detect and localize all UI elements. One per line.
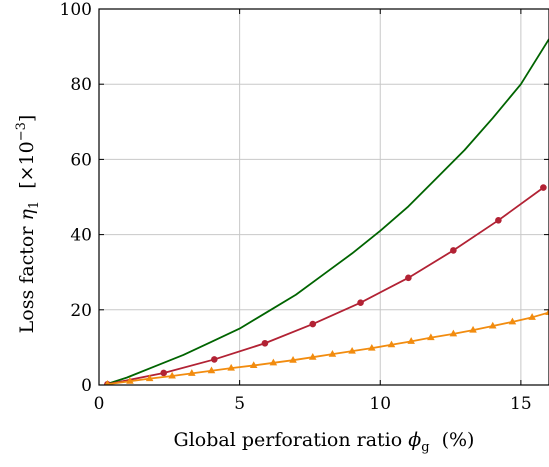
data-point [188, 369, 196, 376]
data-point [269, 358, 278, 366]
data-point [289, 355, 297, 363]
data-point [104, 380, 111, 385]
grid [99, 9, 549, 385]
data-point [249, 361, 258, 368]
data-point [508, 317, 517, 325]
series-layer [104, 38, 549, 385]
y-axis-label-scale: [×10 [16, 141, 38, 189]
data-point [545, 308, 549, 315]
series-line [107, 311, 549, 385]
plot-frame [98, 8, 549, 386]
data-point [145, 374, 154, 382]
series-1 [104, 184, 547, 385]
x-axis-label-symbol: ϕ [408, 429, 421, 451]
ticks: 0 5 10 15 0 20 40 60 80 100 [60, 0, 549, 414]
data-point [407, 337, 415, 344]
data-point [488, 321, 497, 329]
series-line [107, 186, 544, 385]
y-axis-label-symbol: η [16, 209, 38, 221]
y-axis-label-text: Loss factor [16, 226, 38, 334]
x-axis-label-text: Global perforation ratio [174, 429, 403, 451]
y-tick-label: 20 [70, 301, 92, 321]
data-point [528, 313, 536, 320]
data-point [450, 247, 457, 254]
y-axis-label-scale-exp: −3 [14, 122, 29, 141]
y-tick-label: 0 [81, 376, 92, 396]
y-axis-label-scale-close: ] [16, 115, 38, 122]
data-point [309, 320, 317, 328]
series-0 [107, 38, 549, 385]
data-point [348, 346, 356, 354]
data-point [449, 329, 458, 337]
x-axis-label: Global perforation ratio ϕg (%) [174, 429, 475, 456]
x-axis-label-unit: (%) [442, 429, 475, 451]
y-tick-label: 80 [70, 75, 92, 95]
data-point [387, 340, 396, 348]
y-tick-label: 100 [60, 0, 92, 20]
data-point [126, 377, 134, 384]
data-point [427, 333, 435, 341]
series-2 [104, 308, 549, 385]
data-point [495, 217, 502, 224]
data-point [168, 371, 176, 379]
data-point [469, 325, 477, 333]
data-point [308, 352, 317, 360]
data-point [227, 363, 235, 371]
y-axis-label-subscript: 1 [27, 201, 42, 209]
x-tick-label: 0 [94, 394, 105, 414]
data-point [357, 299, 364, 306]
data-point [368, 343, 376, 351]
x-tick-label: 5 [234, 394, 245, 414]
data-point [211, 356, 218, 363]
y-tick-label: 60 [70, 150, 92, 170]
data-point [328, 349, 337, 357]
x-tick-label: 15 [510, 394, 532, 414]
series-line [107, 38, 549, 385]
data-point [160, 369, 167, 377]
data-point [207, 366, 216, 374]
data-point [405, 274, 412, 282]
data-point [261, 339, 269, 347]
data-point [540, 184, 547, 191]
x-axis-label-subscript: g [421, 440, 429, 455]
y-tick-label: 40 [70, 226, 92, 246]
x-tick-label: 10 [369, 394, 391, 414]
y-axis-label: Loss factor η1 [×10−3] [14, 115, 43, 334]
